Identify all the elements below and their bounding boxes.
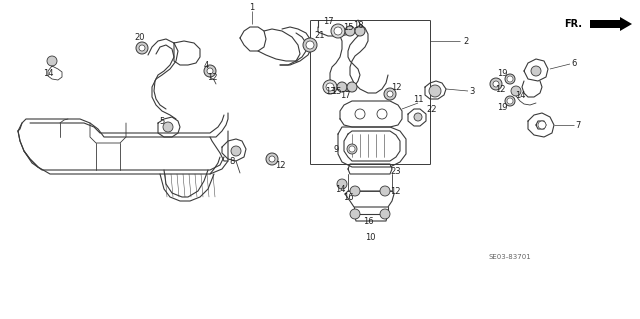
- Circle shape: [331, 24, 345, 38]
- Circle shape: [380, 209, 390, 219]
- Circle shape: [429, 85, 441, 97]
- Circle shape: [345, 26, 355, 36]
- Text: 12: 12: [495, 85, 505, 94]
- Text: 1: 1: [250, 3, 255, 11]
- Circle shape: [505, 96, 515, 106]
- Circle shape: [306, 41, 314, 49]
- Circle shape: [326, 83, 334, 91]
- Circle shape: [347, 82, 357, 92]
- Text: 8: 8: [229, 158, 235, 167]
- Circle shape: [384, 88, 396, 100]
- Text: 5: 5: [159, 117, 164, 127]
- Text: 17: 17: [323, 18, 333, 26]
- Text: 16: 16: [363, 218, 373, 226]
- Circle shape: [350, 209, 360, 219]
- Circle shape: [207, 68, 213, 74]
- Circle shape: [377, 109, 387, 119]
- Text: 17: 17: [340, 91, 350, 100]
- Circle shape: [490, 78, 502, 90]
- Text: 14: 14: [43, 70, 53, 78]
- Circle shape: [349, 146, 355, 152]
- Text: 20: 20: [135, 33, 145, 41]
- Circle shape: [380, 186, 390, 196]
- Text: 19: 19: [497, 69, 508, 78]
- Circle shape: [355, 26, 365, 36]
- Text: 21: 21: [315, 32, 325, 41]
- Circle shape: [355, 109, 365, 119]
- Circle shape: [347, 144, 357, 154]
- Circle shape: [266, 153, 278, 165]
- Text: 13: 13: [324, 87, 335, 97]
- Circle shape: [511, 86, 521, 96]
- Circle shape: [493, 81, 499, 87]
- Circle shape: [231, 146, 241, 156]
- Text: 4: 4: [204, 61, 209, 70]
- Circle shape: [350, 186, 360, 196]
- Text: 19: 19: [497, 102, 508, 112]
- Text: 16: 16: [342, 192, 353, 202]
- Text: 12: 12: [207, 72, 217, 81]
- Text: 22: 22: [427, 105, 437, 114]
- Circle shape: [136, 42, 148, 54]
- Text: 15: 15: [331, 86, 341, 95]
- Text: 10: 10: [365, 233, 375, 241]
- Text: 23: 23: [390, 167, 401, 175]
- Text: SE03-83701: SE03-83701: [488, 254, 531, 260]
- FancyArrow shape: [590, 17, 632, 31]
- Circle shape: [337, 179, 347, 189]
- Circle shape: [204, 65, 216, 77]
- Circle shape: [47, 56, 57, 66]
- Circle shape: [334, 27, 342, 35]
- Text: FR.: FR.: [564, 19, 582, 29]
- Text: 12: 12: [275, 160, 285, 169]
- Circle shape: [507, 98, 513, 104]
- Text: 6: 6: [572, 60, 577, 69]
- Circle shape: [337, 82, 347, 92]
- Circle shape: [538, 121, 546, 129]
- Text: 9: 9: [333, 145, 339, 153]
- Circle shape: [323, 80, 337, 94]
- Circle shape: [505, 74, 515, 84]
- Text: 14: 14: [515, 91, 525, 100]
- Circle shape: [414, 113, 422, 121]
- Circle shape: [269, 156, 275, 162]
- Text: 7: 7: [575, 121, 580, 130]
- Text: 18: 18: [353, 20, 364, 29]
- Text: 15: 15: [343, 24, 353, 33]
- Circle shape: [387, 91, 393, 97]
- Text: 11: 11: [413, 94, 423, 103]
- Circle shape: [507, 76, 513, 82]
- Text: 12: 12: [391, 83, 401, 92]
- Circle shape: [531, 66, 541, 76]
- Circle shape: [303, 38, 317, 52]
- Text: 14: 14: [335, 186, 345, 195]
- Circle shape: [139, 45, 145, 51]
- Text: 3: 3: [469, 86, 475, 95]
- Text: 2: 2: [463, 36, 468, 46]
- Circle shape: [163, 122, 173, 132]
- Text: 12: 12: [390, 187, 400, 196]
